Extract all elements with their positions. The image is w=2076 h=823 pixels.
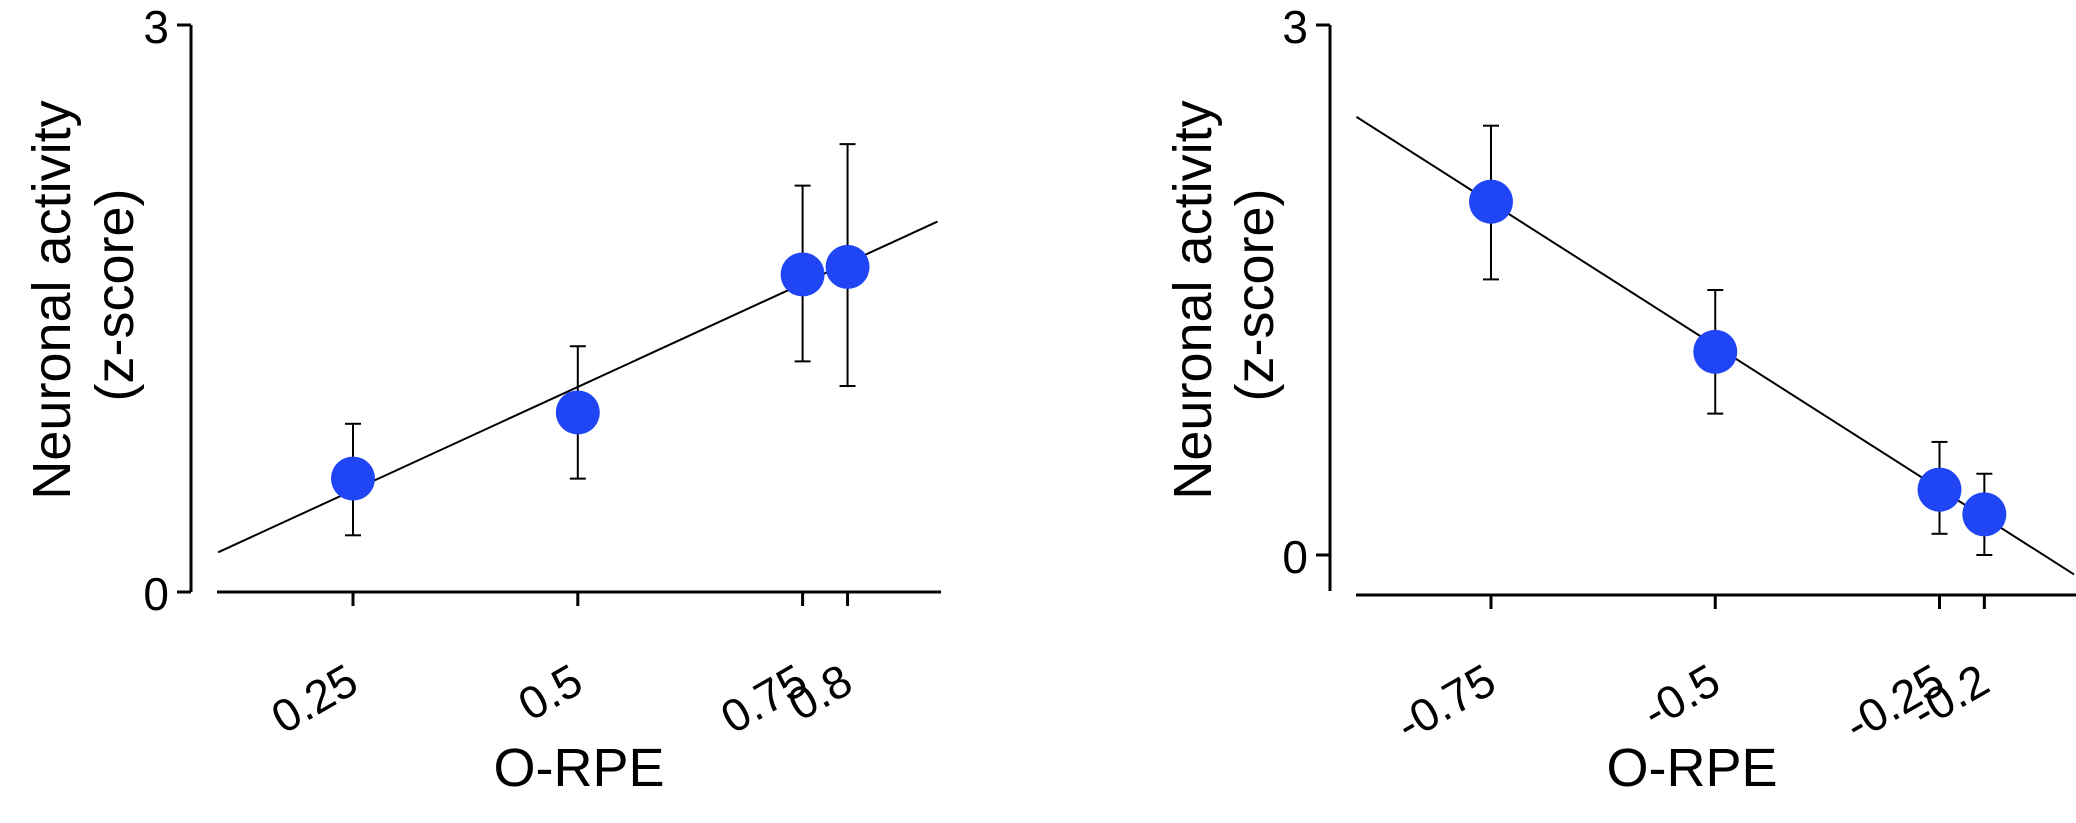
chart-panel-right: 30-0.75 -0.5 -0.25-0.2 O-RPE Neuronal acti… [1163,1,2076,798]
data-point [1917,467,1962,512]
y-axis-label-line1: Neuronal activity [22,100,82,499]
x-tick-label: -0.5 [1634,654,1729,739]
data-point [1469,179,1513,224]
x-tick-label: -0.75 [1387,654,1504,751]
y-tick-label: 3 [1282,1,1308,53]
tick-labels: 30-0.75 -0.5 -0.25-0.2 [1282,1,1997,751]
x-axis-label: O-RPE [1606,738,1777,798]
data-point [780,252,825,297]
y-axis-label-line2: (z-score) [1225,189,1285,402]
x-tick-label: 0.5 [509,654,590,731]
data-point [331,456,375,501]
y-axis-label-line2: (z-score) [85,189,145,402]
y-axis-label-line1: Neuronal activity [1163,100,1223,499]
data-point [1693,329,1738,374]
axes [1316,23,2076,609]
points-group [1469,124,2007,556]
data-point [555,390,600,435]
data-point [1962,492,2007,537]
x-tick-label: 0.25 [262,654,366,744]
y-tick-label: 3 [143,1,169,53]
y-tick-label: 0 [143,568,169,620]
axes [177,23,941,606]
x-axis-label: O-RPE [493,738,664,798]
data-point [825,244,870,289]
chart-panel-left: 300.25 0.5 0.750.8 O-RPE Neuronal activity… [22,1,941,798]
points-group [331,143,870,537]
y-tick-label: 0 [1282,531,1308,583]
tick-labels: 300.25 0.5 0.750.8 [143,1,860,743]
